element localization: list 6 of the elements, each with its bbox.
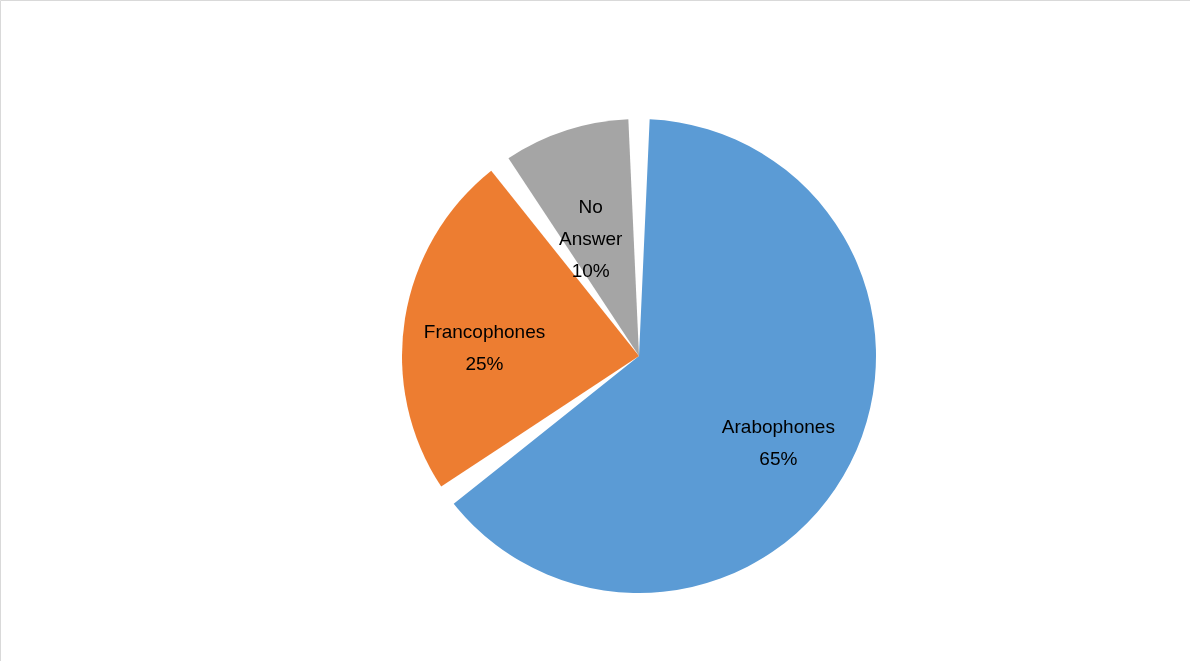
slice-label: Arabophones [721,416,835,438]
slice-label: Francophones [423,320,546,342]
slice-label: No Answer [558,196,624,250]
data-label: 65% [759,448,798,470]
data-label: 10% [571,260,610,282]
data-label: 25% [465,352,504,374]
